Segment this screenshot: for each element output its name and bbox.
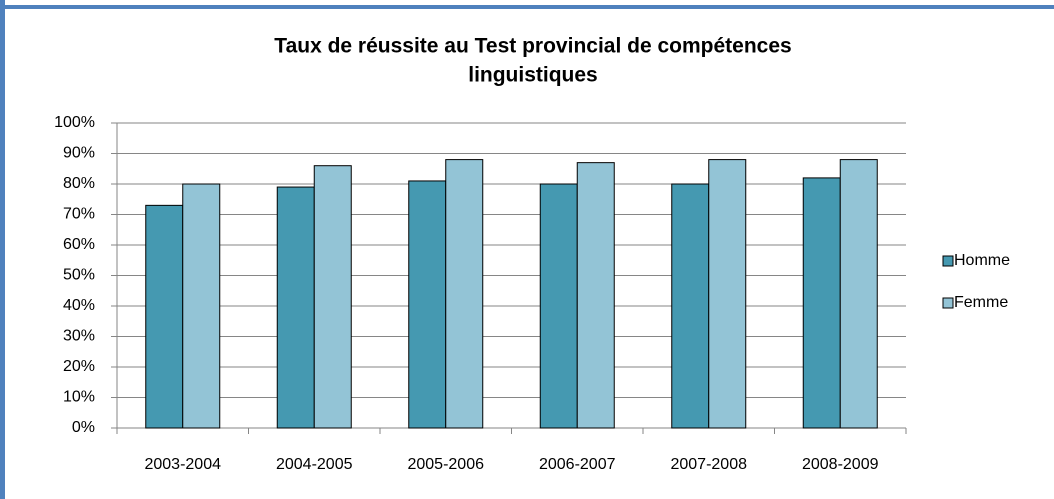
bar: [839, 159, 878, 429]
x-tick-label: 2005-2006: [407, 456, 484, 473]
legend-label: Femme: [954, 294, 1008, 311]
y-tick-label: 40%: [63, 297, 95, 314]
bar: [802, 177, 841, 429]
bar: [671, 183, 710, 429]
frame-left: [0, 0, 5, 499]
frame-top: [0, 5, 1054, 9]
legend-swatch: [942, 255, 954, 267]
y-tick-label: 80%: [63, 175, 95, 192]
y-tick-label: 10%: [63, 389, 95, 406]
bar: [276, 186, 315, 429]
bar: [576, 162, 615, 429]
chart-title: Taux de réussite au Test provincial de c…: [274, 35, 791, 58]
bar: [539, 183, 578, 429]
y-tick-label: 90%: [63, 145, 95, 162]
bar: [313, 165, 352, 429]
y-tick-label: 60%: [63, 236, 95, 253]
y-tick-label: 20%: [63, 358, 95, 375]
legend-swatch: [942, 297, 954, 309]
x-tick-label: 2006-2007: [539, 456, 616, 473]
y-tick-label: 100%: [54, 114, 95, 131]
bar: [445, 159, 484, 429]
legend-label: Homme: [954, 252, 1010, 269]
x-tick-label: 2008-2009: [802, 456, 879, 473]
bar: [145, 204, 184, 429]
bar: [708, 159, 747, 429]
y-tick-label: 70%: [63, 206, 95, 223]
x-tick-label: 2007-2008: [670, 456, 747, 473]
y-tick-label: 50%: [63, 267, 95, 284]
bar: [182, 183, 221, 429]
chart-title: linguistiques: [468, 64, 598, 87]
y-tick-label: 30%: [63, 328, 95, 345]
x-tick-label: 2003-2004: [144, 456, 221, 473]
x-tick-label: 2004-2005: [276, 456, 353, 473]
bar: [408, 180, 447, 429]
y-tick-label: 0%: [72, 419, 95, 436]
